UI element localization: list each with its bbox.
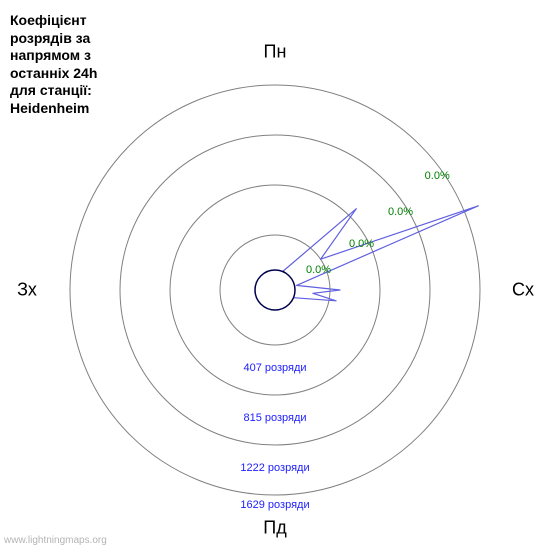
footer-credit: www.lightningmaps.org xyxy=(4,535,107,546)
compass-north: Пн xyxy=(264,42,287,63)
percent-label: 0.0% xyxy=(349,238,374,250)
ring-label: 1629 розряди xyxy=(240,499,309,511)
compass-east: Сх xyxy=(512,280,534,301)
percent-label: 0.0% xyxy=(425,170,450,182)
ring-label: 407 розряди xyxy=(243,362,306,374)
percent-label: 0.0% xyxy=(306,264,331,276)
compass-west: Зх xyxy=(17,280,37,301)
compass-south: Пд xyxy=(263,518,286,539)
ring-label: 1222 розряди xyxy=(240,462,309,474)
percent-label: 0.0% xyxy=(388,206,413,218)
chart-title: Коефіцієнт розрядів за напрямом з останн… xyxy=(10,12,97,117)
ring-label: 815 розряди xyxy=(243,412,306,424)
